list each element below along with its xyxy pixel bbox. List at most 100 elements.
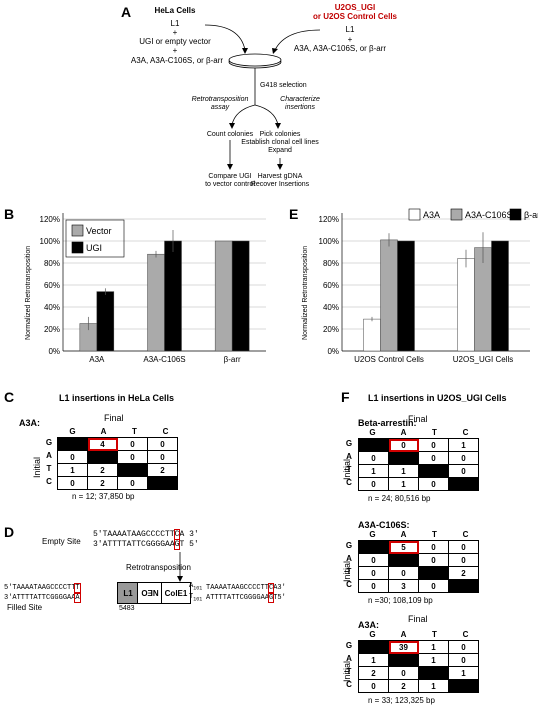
matrix-cell [448, 579, 479, 593]
f-block-note: n =30; 108,109 bp [368, 596, 433, 605]
y-tick-label: 20% [44, 325, 60, 334]
matrix-cell [448, 679, 479, 693]
seq: ATTTTATTCGGGGAA [206, 594, 270, 602]
col-label: A [400, 530, 407, 539]
matrix-cell: 0 [418, 451, 449, 465]
plus-sign: + [347, 35, 353, 44]
y-tick-label: 100% [319, 237, 339, 246]
x-tick-label: A3A-C106S [143, 355, 185, 364]
recover-insertions: Recover Insertions [250, 181, 310, 188]
arrow-from-hela [204, 24, 246, 51]
a: A [189, 582, 194, 590]
matrix-cell: 0 [388, 566, 419, 580]
prime-3: 3′ [277, 584, 286, 592]
prime-3: 3′ [189, 530, 199, 539]
row-label: A [346, 452, 352, 461]
matrix-cell: 0 [358, 579, 389, 593]
prime-5: 5′ [189, 540, 199, 549]
legend-label: β-arr [524, 210, 538, 220]
empty-site-label: Empty Site [42, 537, 81, 546]
hela-title: HeLa Cells [154, 6, 196, 15]
x-tick-label: U2OS_UGI Cells [453, 355, 513, 364]
row-label: G [345, 641, 353, 650]
panel-c-note: n = 12; 37,850 bp [72, 492, 135, 501]
row-label: T [346, 667, 352, 676]
arrow-from-u2os [274, 29, 321, 51]
panel-f-title: L1 insertions in U2OS_UGI Cells [368, 393, 507, 403]
retro-label: Retrotransposition [126, 563, 191, 572]
seq: TAAAATAAGCCCCTT [102, 530, 175, 539]
matrix-cell [358, 540, 389, 554]
col-label: A [400, 630, 407, 639]
chart-e: 0% 20% 40% 60% 80% 100% 120% U2OS Control Cells… [319, 208, 538, 364]
matrix-cell: 39 [388, 640, 419, 654]
cole1-label: ColE1 [164, 589, 188, 598]
col-label: T [432, 530, 437, 539]
prime-3: 3′ [93, 540, 103, 549]
matrix-cell: 0 [418, 477, 449, 491]
retro-assay-label: Retrotransposition [191, 96, 249, 103]
legend-swatch [71, 241, 84, 254]
arrowhead-icon [227, 164, 233, 170]
row-label: A [346, 554, 352, 563]
panel-c-title: L1 insertions in HeLa Cells [59, 393, 175, 403]
y-tick-label: 60% [323, 281, 339, 290]
y-tick-label: 40% [323, 303, 339, 312]
seq-c: C [173, 529, 181, 540]
compare-ugi: Compare UGI [208, 173, 252, 180]
f-block-sub: A3A-C106S: [358, 520, 410, 530]
bar-arr [397, 240, 415, 352]
hela-a3: A3A, A3A-C106S, or β-arr [130, 56, 224, 65]
arrow-to-pick [254, 104, 279, 126]
col-label: A [400, 428, 407, 437]
matrix-cell: 1 [418, 653, 449, 667]
matrix-cell: 0 [358, 566, 389, 580]
matrix-cell: 0 [418, 540, 449, 554]
polyt-bottom: T101 [189, 593, 202, 602]
matrix-cell: 0 [448, 553, 479, 567]
legend-label: A3A [423, 210, 440, 220]
matrix-cell: 1 [418, 679, 449, 693]
u2os-title-2: or U2OS Control Cells [312, 12, 397, 21]
matrix-cell: 0 [448, 451, 479, 465]
y-tick-label: 100% [40, 237, 60, 246]
l1-box: L1 [117, 582, 139, 604]
filled-left-top: 5′TAAAATAAGCCCCTTT [4, 583, 81, 593]
arrowhead-icon [277, 164, 283, 170]
final-label: Final [104, 413, 124, 423]
polya-top: A101 [189, 582, 202, 591]
u2os-title: U2OS_UGI [334, 3, 376, 12]
plus-sign: + [172, 28, 178, 37]
cole1-box: ColE1 [161, 582, 191, 604]
matrix-cell [388, 553, 419, 567]
x-tick-label: U2OS Control Cells [354, 355, 424, 364]
seq-g: G [267, 593, 275, 603]
u2os-l1: L1 [345, 25, 355, 34]
panel-f-label: F [341, 389, 350, 405]
legend-box [65, 219, 125, 258]
col-label: G [369, 530, 376, 539]
matrix-cell: 0 [448, 464, 479, 478]
row-label: G [45, 438, 53, 447]
panel-c-label: C [4, 389, 15, 405]
bar-ugi [231, 240, 250, 352]
legend-swatch [71, 224, 84, 237]
seq-c: C [267, 583, 275, 593]
g418-label: G418 selection [260, 82, 307, 89]
u2os-a3: A3A, A3A-C106S, or β-arr [293, 44, 387, 53]
final-label: Final [408, 614, 428, 624]
matrix-cell: 1 [388, 477, 419, 491]
legend-label: UGI [86, 243, 102, 253]
prime-3: 3′ [4, 594, 13, 602]
legend-swatch [408, 208, 421, 221]
matrix-cell: 0 [448, 653, 479, 667]
col-label: A [100, 427, 107, 436]
matrix-cell: 2 [388, 679, 419, 693]
seq-t: T [273, 594, 278, 602]
establish-lines: Establish clonal cell lines [241, 139, 319, 146]
legend-swatch [509, 208, 522, 221]
matrix-cell: 1 [388, 464, 419, 478]
y-tick-label: 120% [40, 215, 60, 224]
matrix-cell: 0 [358, 451, 389, 465]
f-block-note: n = 33; 123,325 bp [368, 696, 435, 705]
